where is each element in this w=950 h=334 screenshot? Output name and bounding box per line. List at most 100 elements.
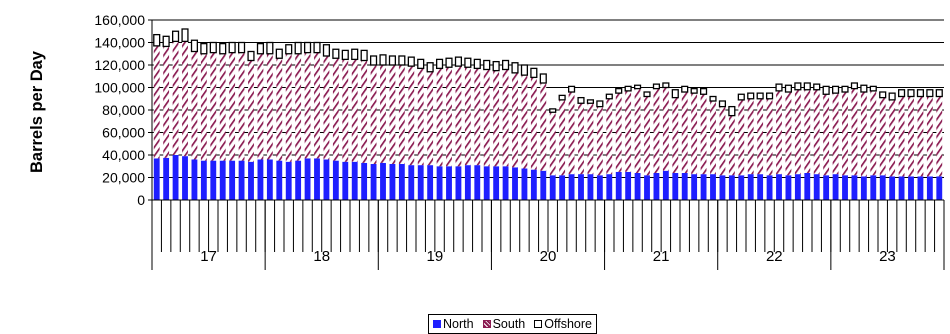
bar-north [606, 174, 613, 201]
bar-offshore [747, 92, 755, 100]
bar-north [464, 165, 471, 201]
bar-south [361, 60, 368, 163]
bar-south [210, 52, 217, 161]
bar-offshore [454, 56, 463, 67]
bar-south [436, 68, 443, 167]
bar-offshore [285, 44, 293, 55]
bar-south [549, 112, 556, 176]
bar-south [662, 87, 669, 171]
bar-north [549, 175, 556, 200]
bar-south [870, 90, 877, 176]
legend-swatch-north [433, 320, 441, 328]
bar-south [427, 71, 434, 166]
bar-north [804, 173, 811, 200]
bar-offshore [549, 108, 557, 113]
bar-south [757, 98, 764, 175]
bar-offshore [388, 55, 397, 66]
y-tick-label: 120,000 [94, 57, 145, 73]
bar-south [540, 83, 547, 171]
bar-south [530, 77, 537, 170]
bar-south [219, 53, 226, 161]
bar-offshore [473, 58, 481, 70]
bar-north [785, 175, 792, 200]
y-tick-label: 0 [137, 192, 145, 208]
bar-south [257, 53, 264, 160]
bar-north [512, 167, 518, 201]
bar-south [483, 69, 490, 167]
bar-north [295, 160, 302, 201]
bar-offshore [935, 89, 943, 98]
bar-north [662, 170, 669, 200]
bar-offshore [634, 84, 642, 90]
bar-offshore [171, 30, 180, 43]
bar-north [361, 162, 368, 201]
bar-north [455, 166, 462, 200]
bar-south [879, 97, 886, 176]
bar-offshore [926, 89, 934, 98]
bar-south [917, 96, 924, 177]
bar-offshore [398, 55, 406, 66]
bar-north [568, 174, 575, 201]
bar-offshore [803, 82, 811, 91]
bar-offshore [907, 89, 915, 98]
bar-south [776, 90, 782, 175]
legend-item-south: South [482, 317, 525, 331]
bar-north [898, 176, 905, 201]
bar-south [672, 97, 679, 174]
bar-offshore [369, 55, 378, 66]
bar-south [455, 66, 462, 167]
bar-north [257, 159, 264, 200]
bar-south [889, 99, 896, 177]
y-tick-label: 100,000 [94, 80, 145, 96]
bar-offshore [266, 41, 274, 55]
bar-south [314, 52, 320, 159]
bar-south [606, 98, 613, 175]
bar-south [323, 56, 330, 160]
legend-label-north: North [443, 317, 474, 331]
bar-north [832, 174, 839, 201]
bar-north [681, 173, 688, 200]
bar-offshore [558, 94, 566, 101]
bar-offshore [209, 41, 217, 54]
bar-north [625, 171, 632, 201]
bar-north [200, 160, 207, 201]
bar-offshore [332, 48, 340, 59]
bar-south [691, 93, 698, 175]
bar-north [314, 158, 320, 201]
bar-north [644, 175, 650, 200]
bar-south [587, 103, 594, 175]
bar-north [672, 173, 679, 200]
bar-north [446, 166, 452, 200]
bar-south [785, 92, 792, 176]
bar-south [398, 65, 405, 164]
bar-north [436, 166, 443, 200]
y-tick-label: 20,000 [102, 170, 145, 186]
bar-offshore [869, 85, 877, 92]
bar-north [351, 161, 358, 200]
y-tick-label: 60,000 [102, 125, 145, 141]
bar-south [474, 68, 481, 166]
bar-north [389, 164, 396, 200]
bar-offshore [426, 62, 434, 73]
bar-north [889, 176, 896, 201]
bar-offshore [417, 58, 425, 70]
bar-north [691, 174, 698, 201]
y-axis-title: Barrels per Day [28, 50, 46, 173]
bar-north [860, 176, 867, 201]
bar-south [172, 41, 179, 156]
bar-south [851, 88, 858, 176]
bar-north [285, 161, 292, 200]
bar-offshore [190, 39, 199, 53]
bar-south [710, 101, 716, 175]
x-year-label: 22 [766, 248, 783, 265]
bar-south [747, 98, 754, 175]
bar-south [342, 59, 349, 162]
bar-offshore [888, 92, 896, 101]
bar-north [879, 175, 886, 200]
bar-south [464, 67, 471, 166]
bar-offshore [822, 85, 830, 95]
bar-north [474, 165, 481, 201]
bar-south [936, 96, 943, 177]
bar-north [182, 156, 188, 201]
bar-south [578, 103, 584, 175]
